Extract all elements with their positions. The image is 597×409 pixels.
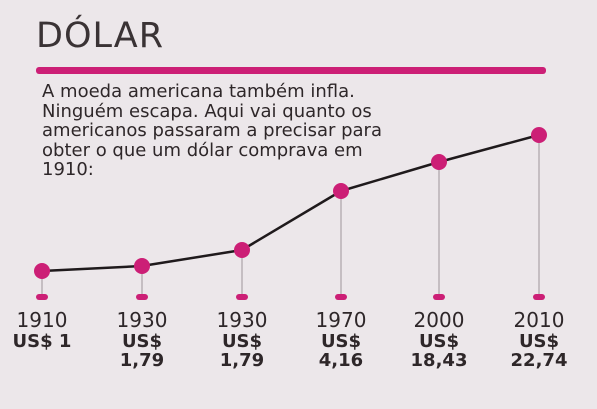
intro-text: A moeda americana também infla. Ninguém … xyxy=(42,81,382,180)
base-marker xyxy=(136,294,148,300)
value-label: US$ 4,16 xyxy=(318,331,364,371)
data-point xyxy=(333,183,349,199)
value-label: US$ 22,74 xyxy=(510,331,568,371)
year-label: 2000 xyxy=(413,308,465,332)
base-marker xyxy=(433,294,445,300)
data-point xyxy=(34,263,50,279)
page-title: DÓLAR xyxy=(36,16,165,56)
value-label: US$ 1,79 xyxy=(219,331,265,371)
year-label: 1970 xyxy=(315,308,367,332)
data-point xyxy=(234,242,250,258)
base-marker xyxy=(236,294,248,300)
year-label: 2010 xyxy=(513,308,565,332)
value-label: US$ 18,43 xyxy=(410,331,468,371)
title-underline xyxy=(36,67,546,74)
year-label: 1930 xyxy=(116,308,168,332)
base-marker xyxy=(335,294,347,300)
base-marker xyxy=(36,294,48,300)
value-label: US$ 1 xyxy=(12,331,72,352)
base-marker xyxy=(533,294,545,300)
year-label: 1930 xyxy=(216,308,268,332)
data-point xyxy=(431,154,447,170)
series-line xyxy=(41,133,540,273)
data-point xyxy=(531,127,547,143)
value-label: US$ 1,79 xyxy=(119,331,165,371)
year-label: 1910 xyxy=(16,308,68,332)
data-point xyxy=(134,258,150,274)
